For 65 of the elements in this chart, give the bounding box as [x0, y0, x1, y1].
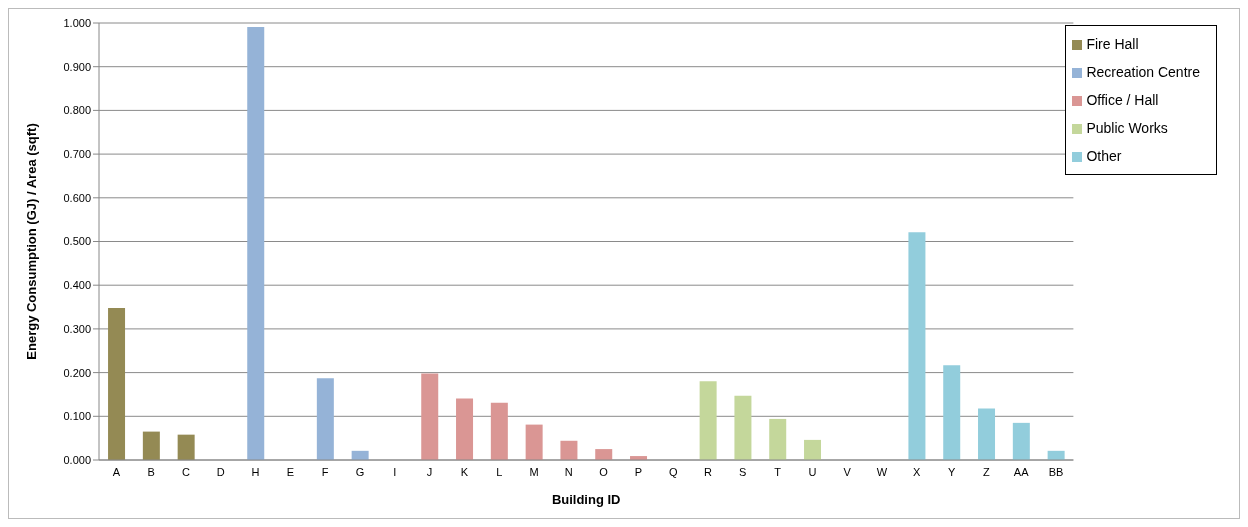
bar	[1012, 422, 1030, 460]
bar	[908, 232, 926, 460]
bar	[490, 402, 508, 460]
legend-label: Office / Hall	[1086, 92, 1159, 108]
x-tick-label: W	[876, 465, 888, 478]
x-tick-label: B	[147, 465, 155, 478]
bar	[943, 365, 961, 460]
bar	[456, 398, 474, 460]
legend-label: Recreation Centre	[1086, 64, 1200, 80]
x-tick-label: AA	[1013, 465, 1030, 478]
x-tick-label: H	[251, 465, 260, 478]
legend-label: Fire Hall	[1086, 36, 1139, 52]
x-tick-label: N	[564, 465, 573, 478]
y-tick-label: 0.000	[63, 453, 91, 466]
x-tick-label: Q	[668, 465, 678, 478]
x-tick-label: U	[808, 465, 817, 478]
y-tick-label: 0.400	[63, 279, 91, 292]
x-tick-label: C	[182, 465, 191, 478]
x-tick-label: T	[774, 465, 782, 478]
x-tick-label: R	[704, 465, 713, 478]
y-tick-label: 0.800	[63, 104, 91, 117]
x-tick-label: E	[286, 465, 295, 478]
bar	[525, 424, 543, 460]
bar	[316, 378, 334, 460]
x-tick-label: F	[321, 465, 329, 478]
bar	[421, 373, 439, 460]
bar	[247, 26, 265, 460]
x-tick-label: P	[634, 465, 643, 478]
x-tick-label: K	[460, 465, 469, 478]
x-tick-label: BB	[1048, 465, 1064, 478]
x-tick-label: Z	[983, 465, 991, 478]
bar	[699, 381, 717, 460]
legend-label: Public Works	[1086, 120, 1168, 136]
y-axis-title: Energy Consumption (GJ) / Area (sqft)	[23, 123, 39, 360]
bar	[595, 449, 613, 460]
bar	[978, 408, 996, 460]
x-tick-label: A	[112, 465, 121, 478]
x-tick-label: D	[216, 465, 225, 478]
y-tick-label: 0.200	[63, 366, 91, 379]
x-tick-label: M	[529, 465, 539, 478]
x-tick-label: J	[426, 465, 433, 478]
y-tick-label: 0.600	[63, 191, 91, 204]
y-tick-label: 0.700	[63, 148, 91, 161]
y-tick-label: 0.900	[63, 60, 91, 73]
bar	[177, 434, 195, 460]
x-tick-label: Y	[947, 465, 956, 478]
x-tick-label: I	[393, 465, 397, 478]
x-tick-label: O	[599, 465, 609, 478]
bar	[142, 431, 160, 460]
legend-label: Other	[1086, 148, 1122, 164]
bar	[560, 440, 578, 460]
y-tick-label: 1.000	[63, 16, 91, 29]
bar	[769, 418, 787, 460]
x-axis-title: Building ID	[551, 492, 621, 507]
x-tick-label: L	[496, 465, 503, 478]
x-tick-label: X	[913, 465, 922, 478]
y-tick-label: 0.100	[63, 410, 91, 423]
x-tick-label: V	[843, 465, 852, 478]
x-tick-label: G	[355, 465, 365, 478]
y-tick-label: 0.300	[63, 322, 91, 335]
x-tick-label: S	[739, 465, 747, 478]
y-tick-label: 0.500	[63, 235, 91, 248]
bar	[734, 395, 752, 460]
bar	[108, 307, 126, 460]
bar	[804, 439, 822, 460]
